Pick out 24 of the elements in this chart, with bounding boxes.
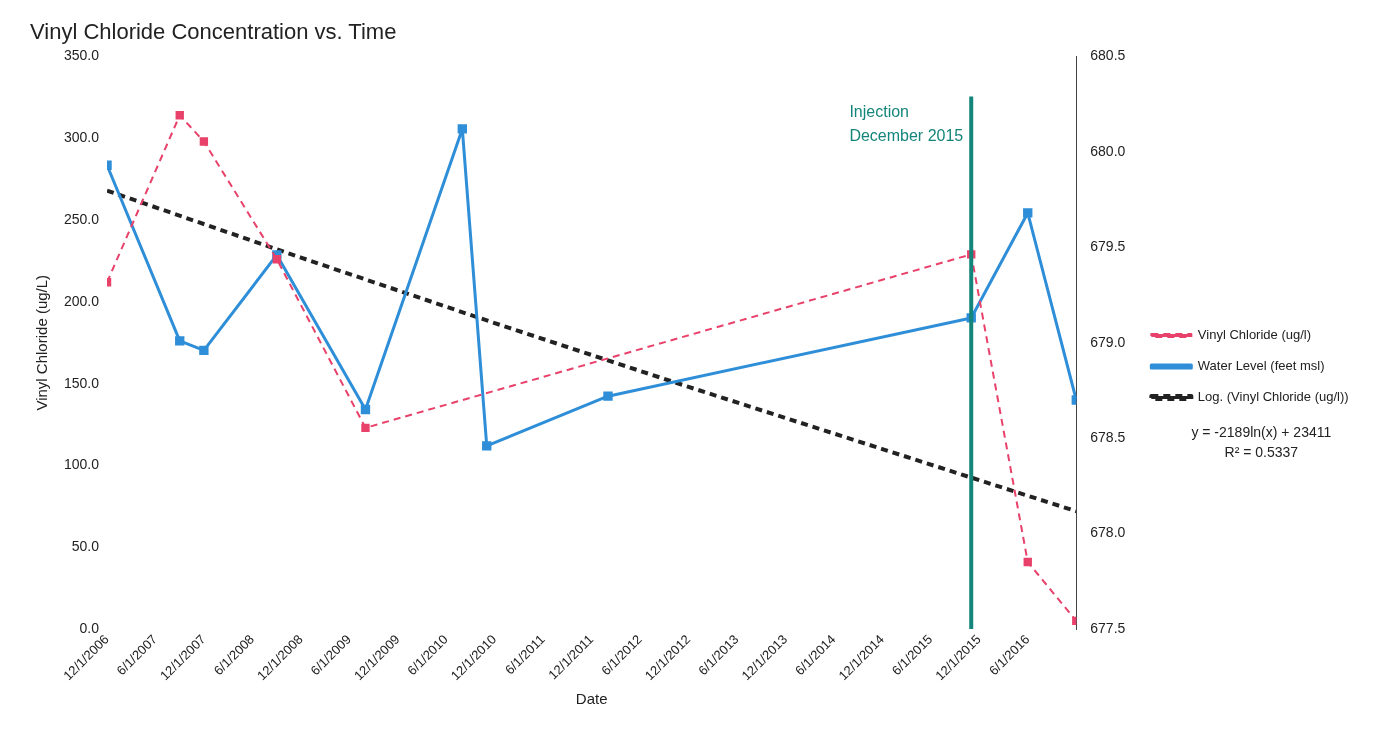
y-tick-label: 250.0 <box>63 210 100 227</box>
y-tick-label: 150.0 <box>63 374 100 391</box>
legend-label: Water Level (feet msl) <box>1197 358 1325 374</box>
y-tick-label: 50.0 <box>71 538 100 555</box>
x-axis-title: Date <box>575 690 608 708</box>
legend-label: Log. (Vinyl Chloride (ug/l)) <box>1197 389 1349 405</box>
chart-title: Vinyl Chloride Concentration vs. Time <box>30 19 397 45</box>
y2-tick-label: 680.5 <box>1090 47 1126 64</box>
y2-tick-label: 679.0 <box>1090 333 1126 350</box>
y-tick-label: 0.0 <box>79 619 100 636</box>
y2-tick-label: 677.5 <box>1090 619 1126 636</box>
y-tick-label: 300.0 <box>63 129 100 146</box>
text: R² = 0.5337 <box>1224 443 1299 460</box>
y-axis-title: Vinyl Chloride (ug/L) <box>33 274 51 411</box>
y-tick-label: 200.0 <box>63 292 100 309</box>
y-tick-label: 100.0 <box>63 456 100 473</box>
y2-tick-label: 680.0 <box>1090 142 1126 159</box>
text: y = -2189ln(x) + 23411 <box>1191 423 1332 440</box>
y2-tick-label: 678.0 <box>1090 524 1126 541</box>
y2-tick-label: 678.5 <box>1090 429 1126 446</box>
ref-line-label: Injection December 2015 <box>849 102 964 144</box>
y2-tick-label: 679.5 <box>1090 238 1126 255</box>
legend-label: Vinyl Chloride (ug/l) <box>1197 327 1312 343</box>
y-tick-label: 350.0 <box>63 47 100 64</box>
